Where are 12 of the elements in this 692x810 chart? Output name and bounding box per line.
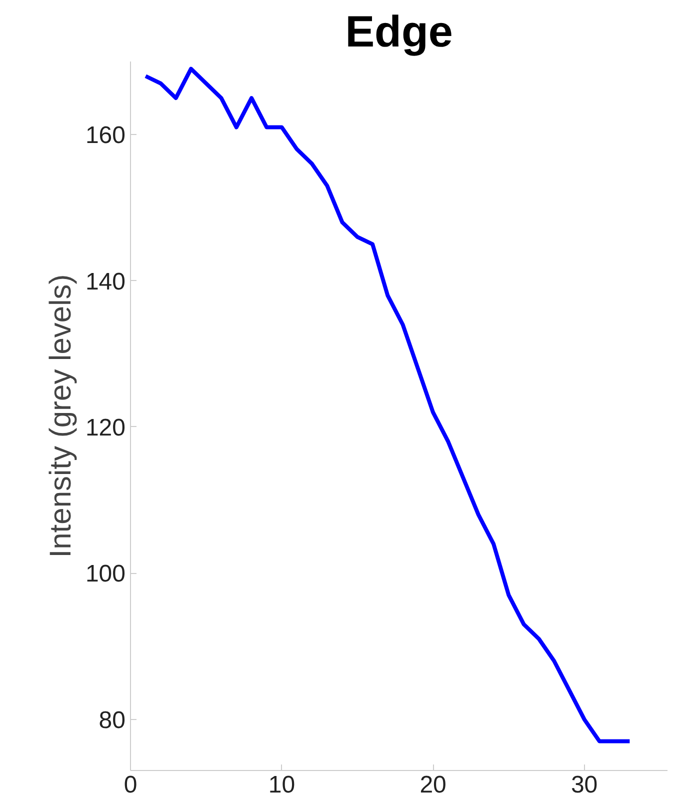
y-tick-label: 80 — [98, 706, 126, 734]
x-tick-label: 20 — [420, 772, 446, 798]
chart-title: Edge — [345, 8, 453, 56]
y-tick-label: 140 — [85, 268, 126, 296]
line-series — [144, 66, 632, 744]
x-tick-label: 10 — [268, 772, 296, 798]
x-tick-label: 30 — [570, 772, 598, 798]
y-tick-label: 100 — [85, 560, 126, 588]
y-tick-label: 160 — [85, 122, 126, 150]
y-tick-label: 120 — [85, 414, 126, 442]
x-tick-label: 0 — [124, 772, 138, 798]
y-axis-title: Intensity (grey levels) — [44, 274, 78, 558]
